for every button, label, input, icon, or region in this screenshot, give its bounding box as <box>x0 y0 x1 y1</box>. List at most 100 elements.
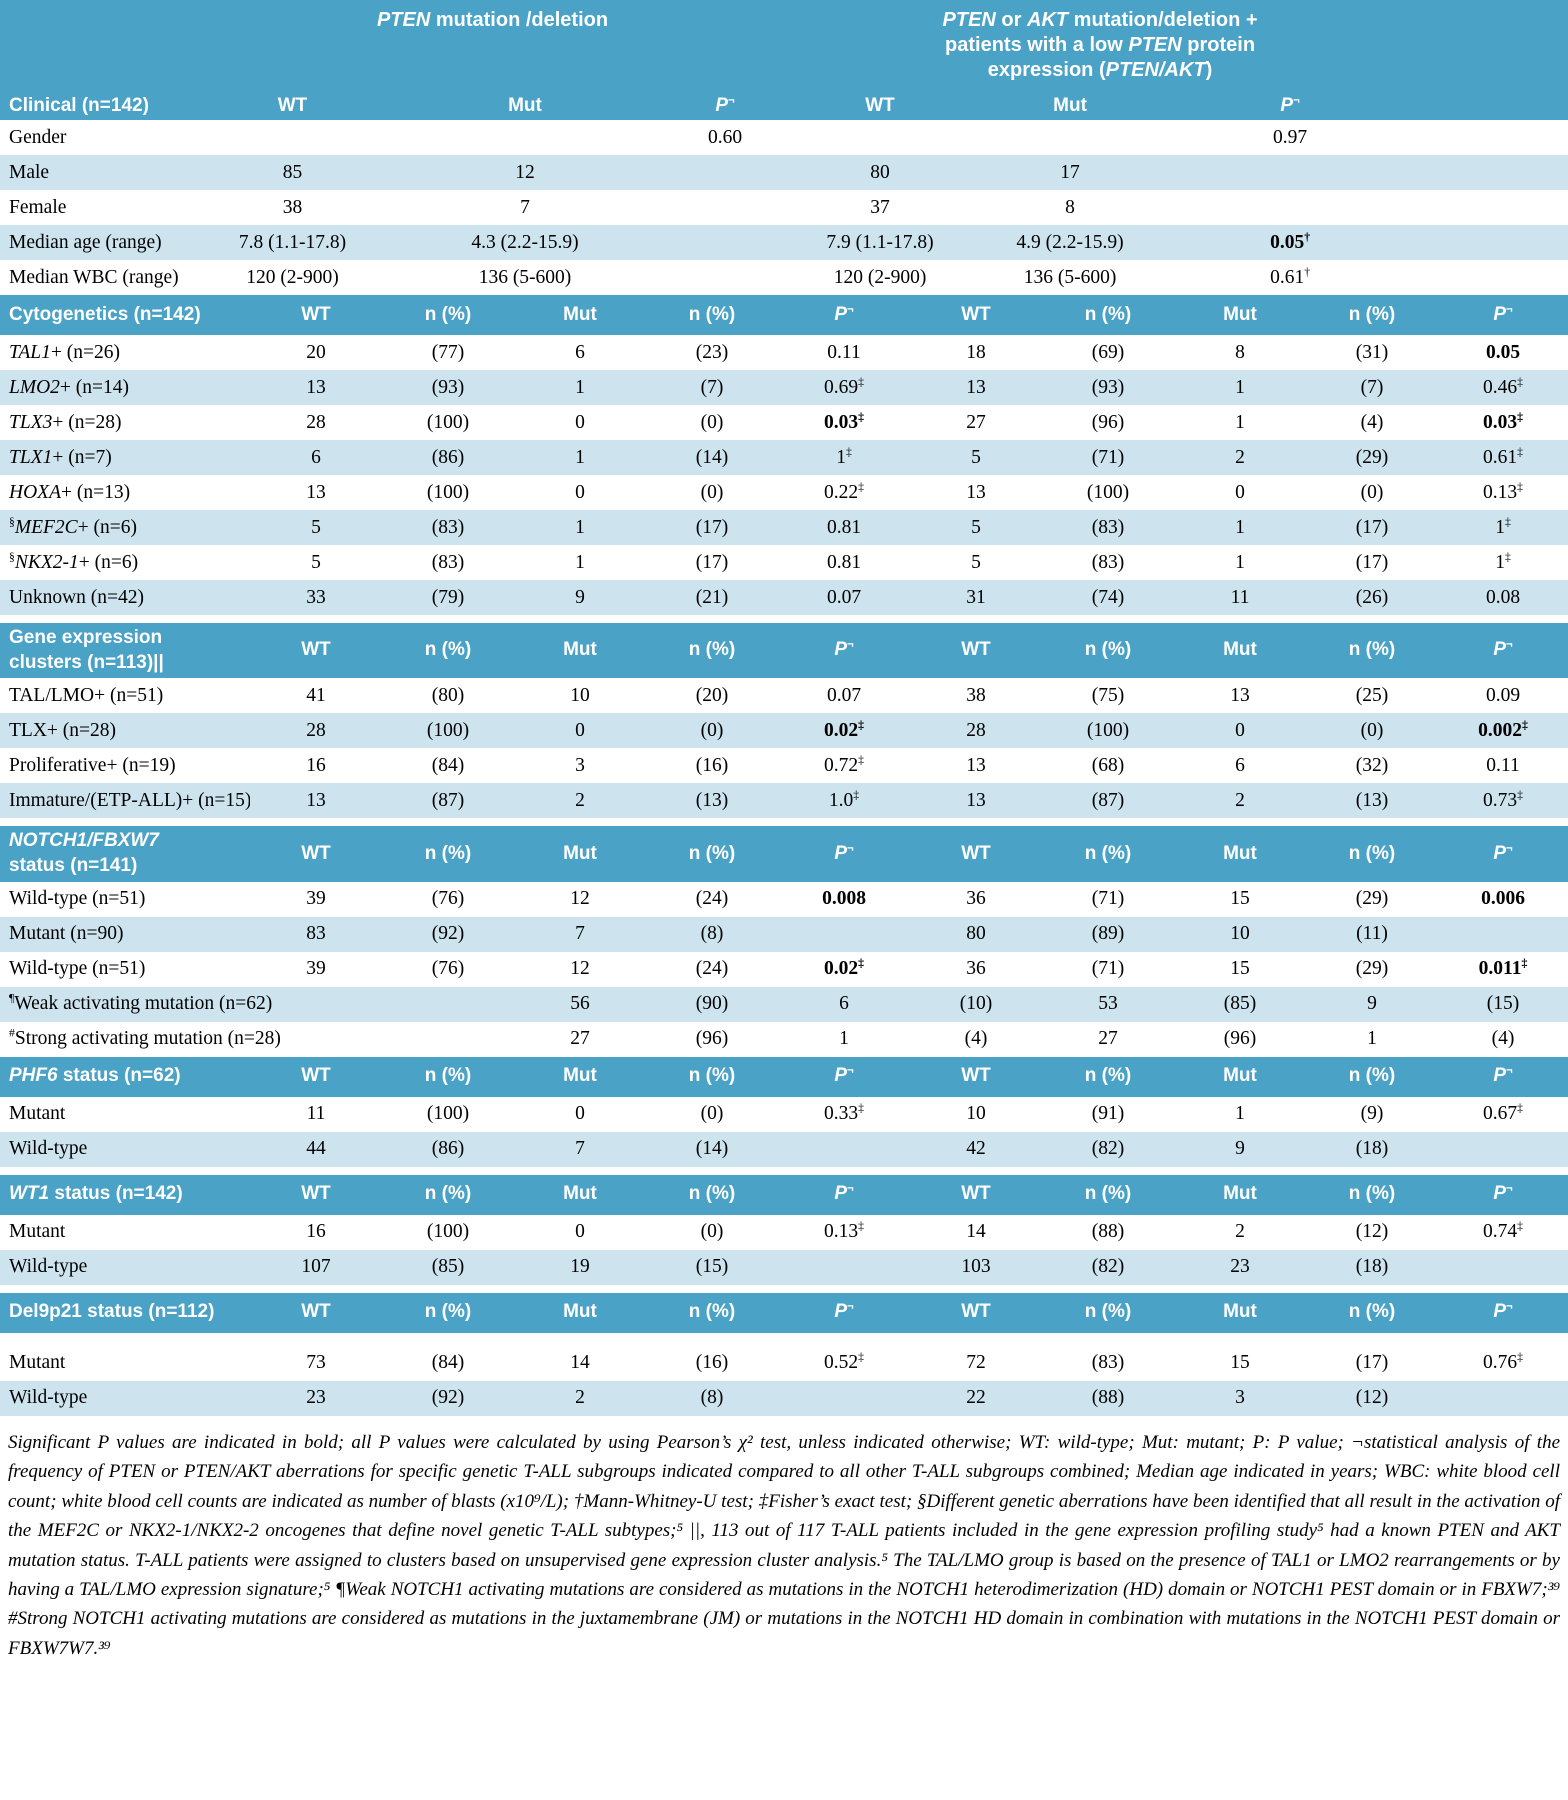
table-row: §NKX2-1+ (n=6) 5 (83) 1 (17) 0.81 5 (83) 1 (17) 1‡ <box>0 545 1568 580</box>
section-table: Gene expression clusters (n=113)|| WT n (%)… <box>0 623 1568 819</box>
cell: (92) <box>382 1380 514 1416</box>
cell <box>778 1249 910 1285</box>
cell: 1‡ <box>1495 550 1511 573</box>
cell: 0.46‡ <box>1438 370 1568 405</box>
table-row: Gender 0.60 0.97 <box>0 120 1568 155</box>
table-row: TAL/LMO+ (n=51) 41 (80) 10 (20) 0.07 38 (75) 13 (… <box>0 678 1568 713</box>
table-row: LMO2+ (n=14) 13 (93) 1 (7) 0.69‡ 13 (93) 1 (7) 0.4… <box>0 370 1568 405</box>
cell: 10 <box>966 1103 986 1125</box>
column-header: n (%) <box>1042 1292 1174 1333</box>
empty-cell <box>1400 190 1568 225</box>
cell: (29) <box>1355 888 1389 910</box>
cell: 23 <box>250 1380 382 1416</box>
cell: (17) <box>1355 1352 1389 1374</box>
cell: 39 <box>306 888 326 910</box>
cell: (20) <box>695 684 729 706</box>
cell: (71) <box>1091 958 1125 980</box>
cell: 36 <box>966 888 986 910</box>
cell: 0.73‡ <box>1438 783 1568 819</box>
cell: 0.61‡ <box>1438 440 1568 475</box>
cell: (24) <box>695 958 729 980</box>
row-label: TAL1+ (n=26) <box>9 341 121 363</box>
column-header: n (%) <box>1042 826 1174 882</box>
section-gap <box>0 615 1568 623</box>
column-header: P¬ <box>1438 826 1568 882</box>
cell: 20 <box>306 341 326 363</box>
cell: 2 <box>1174 440 1306 475</box>
cell: (0) <box>700 481 724 503</box>
column-header: Mut <box>1174 623 1306 679</box>
cell: (84) <box>431 1352 465 1374</box>
cell: (75) <box>1091 684 1125 706</box>
cell: 0.07 <box>826 684 862 706</box>
cell: (100) <box>1086 481 1130 503</box>
cell: (0) <box>700 1103 724 1125</box>
cell: (100) <box>1042 713 1174 749</box>
column-header: n (%) <box>382 1056 514 1097</box>
cell: (29) <box>1306 440 1438 475</box>
cell <box>778 916 910 952</box>
column-header: WT <box>910 1292 1042 1333</box>
row-label: Male <box>0 155 185 190</box>
cell: 1 <box>514 440 646 475</box>
cell: (8) <box>646 916 778 952</box>
group-header-row: PTEN mutation /deletion PTEN or AKT mutat… <box>0 0 1568 92</box>
column-header: n (%) <box>646 623 778 679</box>
cell: (4) <box>1491 1028 1515 1050</box>
cell: (0) <box>700 1221 724 1243</box>
cell: (85) <box>382 1249 514 1285</box>
row-label: Immature/(ETP-ALL)+ (n=15) <box>0 783 250 819</box>
cell: 0.72‡ <box>824 753 864 776</box>
cell: 7.8 (1.1-17.8) <box>185 225 400 260</box>
row-label: §NKX2-1+ (n=6) <box>9 550 139 573</box>
cell: 120 (2-900) <box>246 266 339 288</box>
cell: (10) <box>910 986 1042 1022</box>
column-header: Mut <box>1174 295 1306 335</box>
cell: 13 <box>1230 684 1250 706</box>
cell: 0.13‡ <box>824 1219 864 1243</box>
cell <box>778 1380 910 1416</box>
row-label: #Strong activating mutation (n=28) <box>9 1026 281 1050</box>
column-header: WT <box>250 623 382 679</box>
column-header: n (%) <box>1306 1174 1438 1215</box>
table-row: §MEF2C+ (n=6) 5 (83) 1 (17) 0.81 5 (83) 1 (17) 1‡ <box>0 510 1568 545</box>
cell: 0.08 <box>1438 580 1568 615</box>
cell: 13 <box>966 754 986 776</box>
section-table: PHF6 status (n=62) WT n (%) Mut n (%) P¬ WT n (… <box>0 1056 1568 1167</box>
row-label: Wild-type (n=51) <box>9 888 146 910</box>
section-header-row: Del9p21 status (n=112) WT n (%) Mut n (%) P¬ W… <box>0 1292 1568 1333</box>
cell: 85 <box>185 155 400 190</box>
cell: 10 <box>570 684 590 706</box>
cell: 7 <box>520 196 530 218</box>
cell: (15) <box>1438 986 1568 1022</box>
cell: 0.13‡ <box>1483 480 1523 503</box>
cell: (17) <box>646 510 778 545</box>
cell: (11) <box>1306 916 1438 952</box>
cell: 0.11 <box>1486 754 1520 776</box>
cell: 22 <box>910 1380 1042 1416</box>
cell: 0.002‡ <box>1438 713 1568 749</box>
cell: (14) <box>646 1131 778 1167</box>
row-label: §MEF2C+ (n=6) <box>0 510 250 545</box>
cell <box>778 1131 910 1167</box>
cell: 27 <box>1098 1028 1118 1050</box>
cell: 0.60 <box>707 126 743 148</box>
section-title: Cytogenetics (n=142) <box>0 295 250 335</box>
cell: (74) <box>1042 580 1174 615</box>
cell: 15 <box>1230 888 1250 910</box>
column-header: WT <box>250 1174 382 1215</box>
row-label: Wild-type <box>0 1131 250 1167</box>
cell: (18) <box>1306 1249 1438 1285</box>
cell: (83) <box>431 551 465 573</box>
column-header: Mut <box>514 1292 646 1333</box>
cell: 1 <box>1235 411 1245 433</box>
cell: 6 <box>575 341 585 363</box>
cell: 0.03‡ <box>1483 410 1523 433</box>
cell: 103 <box>910 1249 1042 1285</box>
cell: 5 <box>311 551 321 573</box>
cell: 0.52‡ <box>824 1350 864 1374</box>
cell: 0.05 <box>1485 341 1521 363</box>
row-label: Mutant <box>9 1103 66 1125</box>
cell: (93) <box>382 370 514 405</box>
section-title: Clinical (n=142) <box>0 92 185 120</box>
